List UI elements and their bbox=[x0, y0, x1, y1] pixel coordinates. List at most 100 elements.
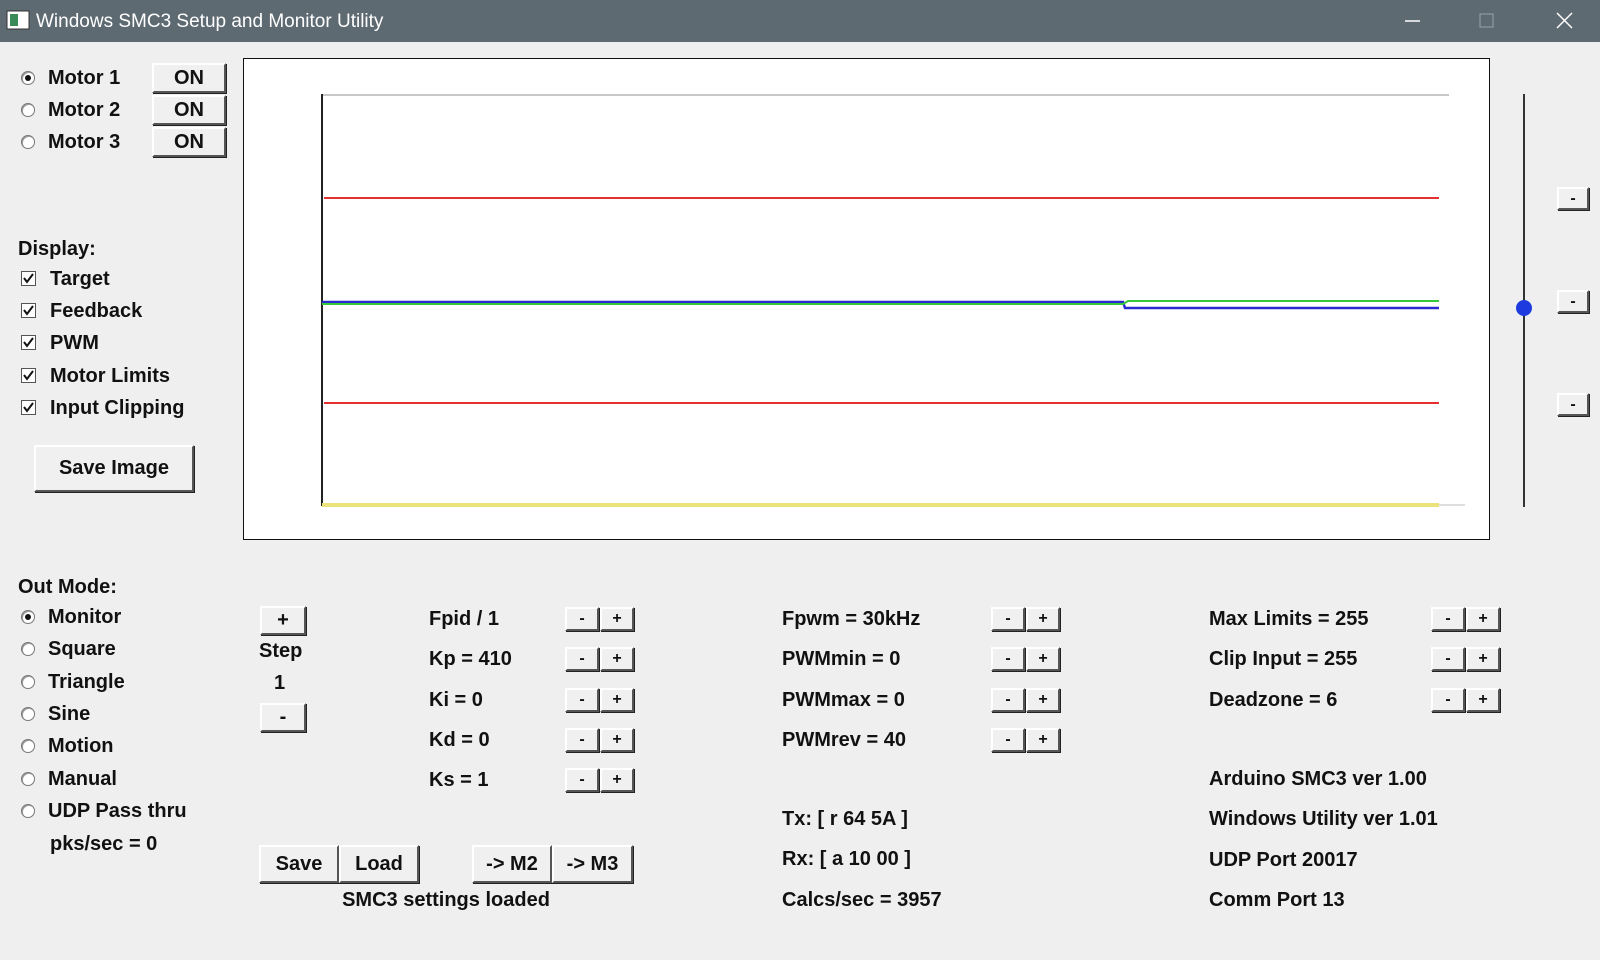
motor-radio[interactable] bbox=[21, 103, 35, 117]
copy-m2-button[interactable]: -> M2 bbox=[472, 845, 552, 883]
step-label: Step bbox=[259, 640, 303, 662]
display-checkbox[interactable] bbox=[21, 367, 36, 383]
param-label: Kd = 0 bbox=[429, 728, 490, 751]
display-option: Motor Limits bbox=[50, 364, 170, 387]
plus-button[interactable]: + bbox=[600, 647, 634, 672]
plus-button[interactable]: + bbox=[1026, 687, 1060, 712]
window-title: Windows SMC3 Setup and Monitor Utility bbox=[36, 11, 384, 32]
comm-text: Rx: [ a 10 00 ] bbox=[782, 848, 911, 871]
plus-button[interactable]: + bbox=[1466, 647, 1500, 672]
step-plus[interactable]: + bbox=[260, 606, 306, 635]
plus-button[interactable]: + bbox=[1466, 607, 1500, 631]
status-text: SMC3 settings loaded bbox=[342, 889, 550, 911]
step-value: 1 bbox=[274, 672, 286, 694]
minus-button[interactable]: - bbox=[1431, 647, 1465, 672]
motor-on-button[interactable]: ON bbox=[152, 127, 226, 157]
minus-button[interactable]: - bbox=[565, 687, 599, 712]
motor-label: Motor 3 bbox=[48, 131, 121, 153]
minus-button[interactable]: - bbox=[1431, 687, 1465, 712]
param-label: Kp = 410 bbox=[429, 648, 512, 671]
copy-m3-button[interactable]: -> M3 bbox=[552, 845, 633, 883]
out-mode-option: Triangle bbox=[48, 670, 125, 693]
plus-button[interactable]: + bbox=[1026, 607, 1060, 631]
out-mode-option: Motion bbox=[48, 735, 114, 758]
display-checkbox[interactable] bbox=[21, 399, 36, 415]
out-mode-option: Square bbox=[48, 638, 116, 661]
minus-button[interactable]: - bbox=[565, 647, 599, 672]
minus-button[interactable]: - bbox=[565, 768, 599, 793]
info-text: Windows Utility ver 1.01 bbox=[1209, 808, 1438, 831]
motor-label: Motor 2 bbox=[48, 99, 121, 121]
slider[interactable] bbox=[1512, 92, 1538, 512]
display-option: Target bbox=[50, 268, 110, 290]
plus-button[interactable]: + bbox=[1026, 727, 1060, 752]
out-mode-radio[interactable] bbox=[21, 771, 35, 786]
plus-button[interactable]: + bbox=[600, 727, 634, 752]
param-label: Deadzone = 6 bbox=[1209, 688, 1338, 711]
slider-minus[interactable]: - bbox=[1557, 393, 1589, 416]
display-checkbox[interactable] bbox=[21, 271, 36, 286]
display-checkbox[interactable] bbox=[21, 335, 36, 351]
out-mode-label: Out Mode: bbox=[18, 576, 117, 598]
param-label: Clip Input = 255 bbox=[1209, 648, 1358, 671]
plus-button[interactable]: + bbox=[600, 607, 634, 631]
out-mode-option: UDP Pass thru bbox=[48, 799, 187, 822]
display-checkbox[interactable] bbox=[21, 303, 36, 319]
display-option: PWM bbox=[50, 332, 99, 355]
param-label: Fpwm = 30kHz bbox=[782, 608, 921, 630]
info-text: Comm Port 13 bbox=[1209, 888, 1345, 911]
minus-button[interactable]: - bbox=[565, 727, 599, 752]
param-label: Ki = 0 bbox=[429, 688, 483, 711]
minus-button[interactable]: - bbox=[991, 727, 1025, 752]
out-mode-option: Monitor bbox=[48, 606, 122, 628]
info-text: UDP Port 20017 bbox=[1209, 848, 1358, 871]
motor-on-button[interactable]: ON bbox=[152, 63, 226, 93]
motor-on-button[interactable]: ON bbox=[152, 95, 226, 125]
step-minus[interactable]: - bbox=[260, 703, 306, 732]
load-button[interactable]: Load bbox=[339, 845, 419, 883]
save-image-button[interactable]: Save Image bbox=[34, 445, 194, 492]
plus-button[interactable]: + bbox=[1026, 647, 1060, 672]
motor-radio[interactable] bbox=[21, 71, 35, 85]
out-mode-radio[interactable] bbox=[21, 739, 35, 754]
out-mode-radio[interactable] bbox=[21, 642, 35, 657]
minus-button[interactable]: - bbox=[565, 607, 599, 631]
out-mode-radio[interactable] bbox=[21, 674, 35, 689]
app-icon bbox=[6, 10, 30, 30]
title-bar: Windows SMC3 Setup and Monitor Utility bbox=[0, 0, 1600, 42]
close[interactable] bbox=[1556, 12, 1573, 29]
param-label: Fpid / 1 bbox=[429, 608, 499, 630]
out-mode-radio[interactable] bbox=[21, 610, 35, 624]
minus-button[interactable]: - bbox=[1431, 607, 1465, 631]
slider-minus[interactable]: - bbox=[1557, 187, 1589, 210]
out-mode-radio[interactable] bbox=[21, 803, 35, 818]
display-label: Display: bbox=[18, 238, 96, 260]
plus-button[interactable]: + bbox=[600, 768, 634, 793]
plus-button[interactable]: + bbox=[600, 687, 634, 712]
out-mode-option: Manual bbox=[48, 767, 117, 790]
plus-button[interactable]: + bbox=[1466, 687, 1500, 712]
slider-minus[interactable]: - bbox=[1557, 290, 1589, 313]
display-option: Feedback bbox=[50, 300, 143, 323]
window-controls bbox=[1405, 12, 1573, 29]
minus-button[interactable]: - bbox=[991, 687, 1025, 712]
param-label: Ks = 1 bbox=[429, 769, 489, 792]
plot-area bbox=[243, 58, 1490, 540]
info-text: Arduino SMC3 ver 1.00 bbox=[1209, 768, 1427, 790]
out-mode-radio[interactable] bbox=[21, 706, 35, 721]
pks-sec: pks/sec = 0 bbox=[50, 833, 158, 855]
out-mode-option: Sine bbox=[48, 702, 91, 725]
minus-button[interactable]: - bbox=[991, 607, 1025, 631]
comm-text: Calcs/sec = 3957 bbox=[782, 888, 942, 911]
param-label: Max Limits = 255 bbox=[1209, 608, 1369, 630]
comm-text: Tx: [ r 64 5A ] bbox=[782, 808, 908, 830]
minus-button[interactable]: - bbox=[991, 647, 1025, 672]
save-button[interactable]: Save bbox=[259, 845, 339, 883]
param-label: PWMmax = 0 bbox=[782, 688, 905, 711]
param-label: PWMmin = 0 bbox=[782, 648, 901, 671]
display-option: Input Clipping bbox=[50, 396, 185, 419]
maximize bbox=[1479, 13, 1494, 28]
motor-radio[interactable] bbox=[21, 135, 35, 149]
motor-label: Motor 1 bbox=[48, 67, 121, 89]
